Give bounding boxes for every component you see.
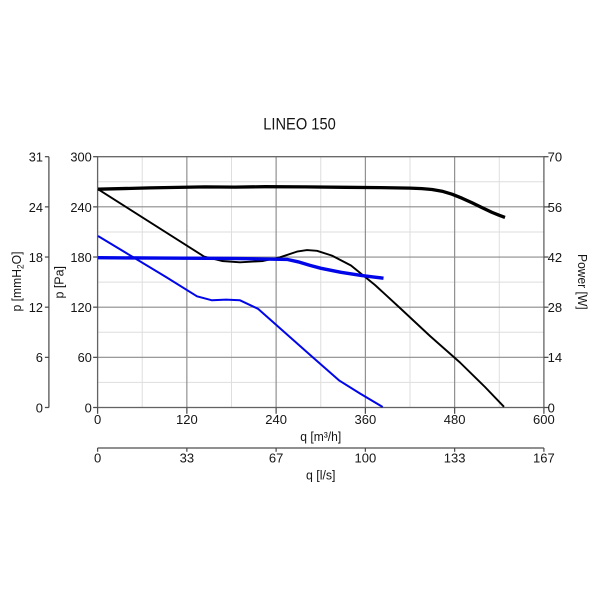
- svg-text:100: 100: [355, 450, 377, 465]
- svg-text:300: 300: [70, 150, 91, 165]
- svg-text:12: 12: [29, 300, 43, 315]
- svg-text:31: 31: [29, 150, 43, 165]
- svg-text:0: 0: [85, 400, 92, 415]
- svg-text:28: 28: [548, 300, 562, 315]
- svg-text:p [Pa]: p [Pa]: [52, 266, 67, 299]
- svg-text:0: 0: [94, 412, 101, 427]
- svg-text:180: 180: [70, 250, 91, 265]
- svg-text:0: 0: [36, 400, 43, 415]
- svg-text:56: 56: [548, 200, 562, 215]
- svg-text:LINEO 150: LINEO 150: [263, 114, 336, 133]
- svg-text:70: 70: [548, 150, 562, 165]
- svg-text:0: 0: [94, 450, 101, 465]
- svg-text:240: 240: [70, 200, 91, 215]
- svg-text:24: 24: [29, 200, 43, 215]
- svg-text:600: 600: [533, 412, 555, 427]
- svg-text:Power [W]: Power [W]: [575, 254, 590, 310]
- svg-text:0: 0: [548, 400, 555, 415]
- svg-text:360: 360: [355, 412, 377, 427]
- svg-text:q [m³/h]: q [m³/h]: [300, 429, 341, 444]
- svg-text:120: 120: [70, 300, 91, 315]
- svg-text:14: 14: [548, 350, 562, 365]
- svg-text:133: 133: [444, 450, 466, 465]
- svg-text:120: 120: [176, 412, 198, 427]
- svg-text:60: 60: [78, 350, 92, 365]
- svg-text:6: 6: [36, 350, 43, 365]
- svg-text:480: 480: [444, 412, 466, 427]
- svg-text:18: 18: [29, 250, 43, 265]
- svg-text:q [l/s]: q [l/s]: [306, 468, 336, 483]
- svg-text:167: 167: [533, 450, 555, 465]
- svg-text:33: 33: [180, 450, 194, 465]
- svg-text:67: 67: [269, 450, 283, 465]
- svg-text:p [mmH2O]: p [mmH2O]: [9, 252, 26, 312]
- svg-text:42: 42: [548, 250, 562, 265]
- svg-text:240: 240: [265, 412, 287, 427]
